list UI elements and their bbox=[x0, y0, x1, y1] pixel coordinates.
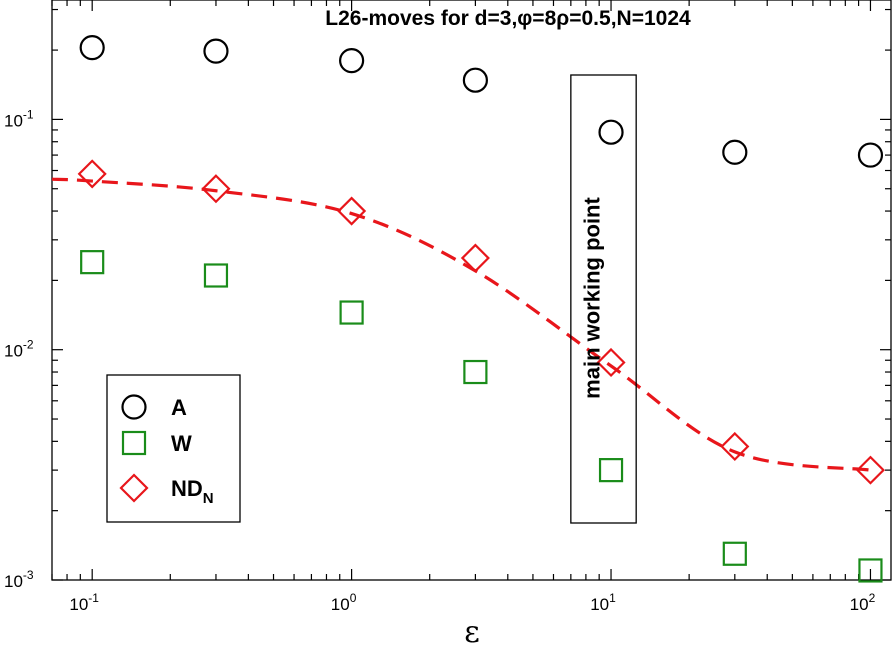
plot-frame bbox=[51, 0, 892, 581]
data-point-w bbox=[339, 300, 364, 325]
x-tick-label: 102 bbox=[850, 591, 876, 614]
data-point-w bbox=[722, 541, 747, 566]
annotation-rect bbox=[570, 74, 637, 524]
x-axis-tick-labels: 10-1 100 101 102 bbox=[69, 591, 875, 614]
legend-label-w: W bbox=[171, 431, 192, 456]
y-tick-label: 10-1 bbox=[4, 107, 34, 130]
data-point-nd bbox=[337, 196, 367, 226]
y-tick-label: 10-3 bbox=[4, 568, 34, 591]
data-point-w bbox=[80, 250, 105, 275]
data-point-a bbox=[722, 139, 748, 165]
legend: AW NDN bbox=[106, 374, 241, 523]
legend-marker-nd bbox=[119, 473, 149, 503]
data-point-w bbox=[463, 359, 488, 385]
data-point-w bbox=[203, 263, 229, 288]
data-point-nd bbox=[596, 347, 626, 378]
annotation-box: main working point bbox=[570, 74, 637, 524]
data-point-w bbox=[598, 458, 624, 483]
data-point-nd bbox=[720, 431, 750, 462]
y-tick-label: 10-2 bbox=[4, 338, 34, 361]
y-axis-tick-labels: 10-3 10-2 10-1 bbox=[4, 107, 34, 591]
data-point-a bbox=[598, 119, 624, 145]
chart-title: L26-moves for d=3,φ=8ρ=0.5,N=1024 bbox=[325, 7, 691, 30]
y-axis-ticks bbox=[52, 8, 891, 581]
nd-fit-dashed-line bbox=[51, 177, 871, 472]
data-point-a bbox=[462, 67, 488, 93]
x-axis-ticks bbox=[51, 0, 872, 580]
data-markers bbox=[77, 35, 886, 583]
data-point-w bbox=[858, 558, 883, 583]
x-axis-label: ε bbox=[464, 615, 480, 647]
data-point-a bbox=[79, 35, 105, 61]
data-point-a bbox=[857, 142, 884, 168]
legend-marker-w bbox=[121, 430, 147, 456]
annotation-label: main working point bbox=[580, 196, 605, 398]
x-tick-label: 10-1 bbox=[69, 591, 99, 614]
x-tick-label: 101 bbox=[590, 591, 616, 614]
data-point-a bbox=[203, 38, 229, 64]
legend-label-a: A bbox=[171, 395, 187, 420]
data-point-nd bbox=[77, 159, 107, 189]
data-point-nd bbox=[460, 243, 490, 273]
legend-marker-a bbox=[121, 394, 147, 420]
data-point-nd bbox=[855, 455, 886, 485]
x-tick-label: 100 bbox=[331, 591, 357, 614]
legend-label-nd: NDN bbox=[171, 476, 214, 507]
data-point-nd bbox=[201, 174, 231, 204]
data-point-a bbox=[339, 48, 365, 74]
